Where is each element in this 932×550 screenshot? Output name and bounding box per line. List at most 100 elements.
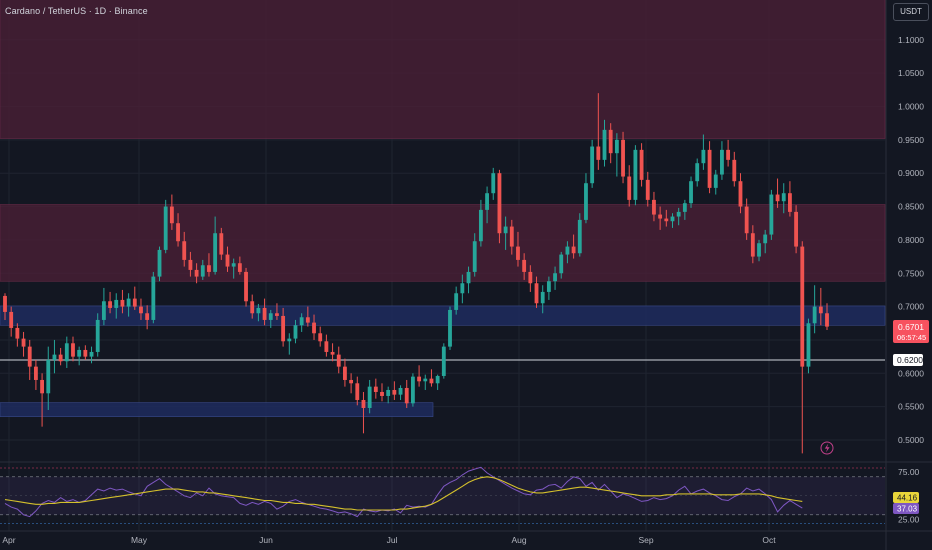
- candle-body: [540, 291, 545, 304]
- candle-body: [410, 376, 415, 404]
- candle-body: [244, 271, 248, 302]
- demand-zone: [0, 305, 886, 326]
- candle-body: [522, 259, 527, 272]
- rsi-badge: [893, 503, 919, 514]
- candle-body: [101, 301, 106, 320]
- candle-body: [3, 295, 7, 312]
- candle-body: [713, 174, 718, 188]
- candle-body: [633, 149, 638, 200]
- candle-body: [565, 246, 570, 255]
- candle-body: [584, 183, 588, 220]
- price-axis-tick: 0.8500: [898, 202, 924, 212]
- candle-body: [720, 149, 724, 175]
- time-axis-tick: Jul: [387, 535, 398, 545]
- candle-body: [52, 354, 57, 360]
- candle-body: [9, 311, 14, 328]
- candle-body: [695, 163, 700, 182]
- price-axis-tick: 0.9500: [898, 135, 924, 145]
- candle-body: [596, 146, 601, 160]
- candle-body: [207, 265, 211, 272]
- currency-button[interactable]: USDT: [893, 3, 929, 21]
- candle-body: [750, 233, 755, 257]
- rsi-ma-badge: [893, 492, 919, 503]
- candle-body: [225, 254, 230, 267]
- last-price-badge: [893, 320, 929, 343]
- candle-body: [534, 283, 539, 304]
- candle-body: [64, 343, 69, 362]
- candle-body: [682, 203, 687, 212]
- candle-body: [744, 206, 749, 234]
- candle-body: [627, 176, 632, 200]
- candle-body: [454, 293, 459, 310]
- candle-body: [417, 376, 422, 382]
- candle-body: [157, 249, 162, 277]
- chart-title: Cardano / TetherUS · 1D · Binance: [5, 6, 148, 16]
- candle-body: [194, 269, 199, 277]
- support-level-value: 0.6200: [897, 355, 923, 365]
- candle-body: [46, 359, 51, 394]
- price-axis-tick: 0.6000: [898, 368, 924, 378]
- rsi-ma-line: [4, 476, 803, 511]
- candle-body: [108, 301, 112, 308]
- price-axis-tick: 0.8000: [898, 235, 924, 245]
- rsi-axis-tick: 25.00: [898, 515, 920, 525]
- price-axis-tick: 0.5500: [898, 402, 924, 412]
- candle-body: [336, 354, 341, 367]
- candle-body: [435, 375, 440, 384]
- price-axis-tick: 1.0500: [898, 68, 924, 78]
- candle-body: [40, 379, 44, 394]
- time-axis-tick: Jun: [259, 535, 273, 545]
- candle-body: [825, 313, 829, 327]
- lightning-icon[interactable]: [820, 441, 834, 455]
- candle-body: [256, 307, 261, 314]
- candle-body: [757, 243, 761, 257]
- candle-body: [497, 173, 502, 234]
- candle-body: [145, 313, 150, 320]
- demand-zone: [0, 402, 434, 417]
- price-axis-tick: 1.1000: [898, 35, 924, 45]
- candle-body: [509, 226, 514, 247]
- candle-body: [448, 309, 452, 347]
- candlestick-series: [3, 93, 829, 454]
- candle-body: [77, 349, 82, 357]
- candle-body: [559, 254, 564, 274]
- candle-body: [163, 206, 168, 250]
- candle-body: [645, 179, 650, 200]
- candle-body: [701, 149, 706, 164]
- candle-body: [200, 265, 205, 277]
- candle-body: [621, 139, 625, 177]
- bar-countdown: 06:57:45: [897, 333, 926, 342]
- time-axis-tick: Aug: [511, 535, 526, 545]
- candle-body: [330, 351, 335, 355]
- candle-body: [262, 307, 267, 320]
- candle-body: [231, 263, 236, 267]
- candle-body: [608, 129, 613, 154]
- candle-body: [404, 387, 409, 404]
- candle-body: [83, 349, 88, 357]
- candle-body: [441, 346, 446, 376]
- candle-body: [639, 149, 644, 180]
- candle-body: [503, 226, 508, 234]
- candle-body: [763, 234, 768, 244]
- candle-body: [398, 387, 403, 395]
- candle-body: [652, 199, 656, 215]
- candle-body: [293, 325, 298, 339]
- candle-body: [423, 378, 428, 382]
- candle-body: [120, 299, 125, 307]
- candle-body: [676, 211, 681, 217]
- supply-zone: [0, 0, 886, 139]
- candle-body: [312, 322, 316, 334]
- candle-body: [478, 209, 483, 242]
- price-zones: [0, 0, 886, 417]
- time-axis-tick: Sep: [638, 535, 653, 545]
- candle-body: [182, 241, 187, 260]
- candle-body: [614, 139, 619, 154]
- candle-body: [126, 298, 131, 307]
- price-axis-tick: 1.0000: [898, 102, 924, 112]
- candle-body: [726, 149, 731, 160]
- candle-body: [806, 323, 811, 367]
- price-axis-tick: 0.9000: [898, 168, 924, 178]
- candle-body: [324, 341, 329, 352]
